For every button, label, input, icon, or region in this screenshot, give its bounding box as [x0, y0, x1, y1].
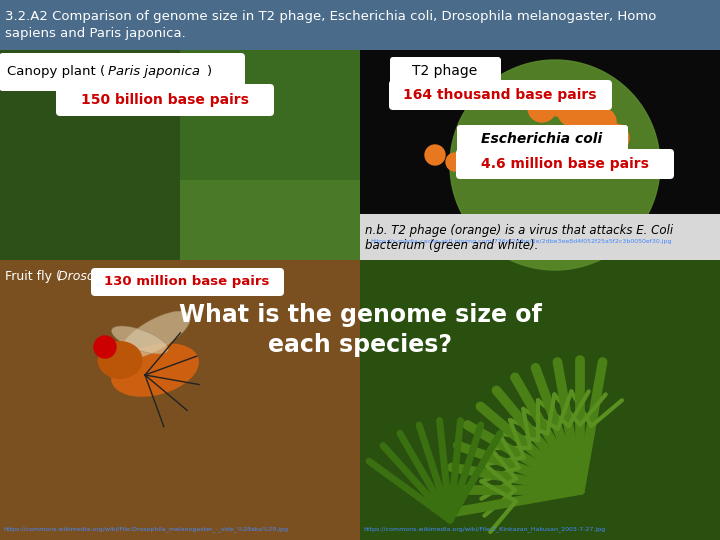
- FancyBboxPatch shape: [0, 0, 720, 50]
- Circle shape: [581, 94, 609, 122]
- FancyBboxPatch shape: [457, 125, 628, 153]
- Text: 3.2.A2 Comparison of genome size in T2 phage, Escherichia coli, Drosophila melan: 3.2.A2 Comparison of genome size in T2 p…: [5, 10, 657, 40]
- Circle shape: [568, 118, 596, 146]
- Circle shape: [425, 145, 445, 165]
- Circle shape: [446, 153, 464, 171]
- FancyBboxPatch shape: [360, 214, 720, 260]
- Text: n.b. T2 phage (orange) is a virus that attacks E. Coli
bacterium (green and whit: n.b. T2 phage (orange) is a virus that a…: [365, 224, 673, 252]
- Text: Escherichia coli: Escherichia coli: [482, 132, 603, 146]
- Text: ): ): [215, 270, 220, 283]
- FancyBboxPatch shape: [180, 180, 360, 260]
- FancyBboxPatch shape: [360, 260, 720, 540]
- Text: ): ): [207, 65, 212, 78]
- Text: 164 thousand base pairs: 164 thousand base pairs: [403, 88, 597, 102]
- Circle shape: [588, 108, 616, 136]
- Text: Drosophila melanogaster: Drosophila melanogaster: [58, 270, 215, 283]
- Circle shape: [528, 94, 556, 122]
- Text: 130 million base pairs: 130 million base pairs: [104, 275, 270, 288]
- Text: T2 phage: T2 phage: [413, 64, 477, 78]
- Text: Fruit fly (: Fruit fly (: [5, 270, 61, 283]
- FancyBboxPatch shape: [0, 50, 180, 260]
- Text: https://s-media-cache-ak0.pinimg.com/736x/2d/be/3e/2dbe3ee8d4f052f25a5f2c3b0050e: https://s-media-cache-ak0.pinimg.com/736…: [370, 239, 672, 244]
- Ellipse shape: [112, 326, 168, 354]
- Text: What is the genome size of
each species?: What is the genome size of each species?: [179, 303, 541, 357]
- Circle shape: [601, 124, 629, 152]
- FancyBboxPatch shape: [360, 50, 720, 260]
- FancyBboxPatch shape: [0, 53, 245, 91]
- FancyBboxPatch shape: [389, 80, 612, 110]
- FancyBboxPatch shape: [0, 260, 360, 540]
- FancyBboxPatch shape: [390, 57, 501, 85]
- Polygon shape: [450, 60, 660, 270]
- Text: 4.6 million base pairs: 4.6 million base pairs: [481, 157, 649, 171]
- FancyBboxPatch shape: [56, 84, 274, 116]
- Ellipse shape: [120, 311, 191, 359]
- Text: https://commons.wikimedia.org/wiki/File:2_Kinkazan_Hakusan_2003-7-27.jpg: https://commons.wikimedia.org/wiki/File:…: [363, 526, 605, 532]
- Ellipse shape: [111, 343, 199, 397]
- Text: Paris japonica: Paris japonica: [108, 65, 200, 78]
- Text: 150 billion base pairs: 150 billion base pairs: [81, 93, 249, 107]
- Circle shape: [94, 336, 116, 358]
- Circle shape: [558, 98, 586, 126]
- Circle shape: [544, 88, 572, 116]
- FancyBboxPatch shape: [456, 149, 674, 179]
- Ellipse shape: [97, 341, 143, 379]
- FancyBboxPatch shape: [91, 268, 284, 296]
- FancyBboxPatch shape: [0, 50, 360, 260]
- Text: https://commons.wikimedia.org/wiki/File:Drosophila_melanogaster_-_side_%28aka%29: https://commons.wikimedia.org/wiki/File:…: [3, 526, 288, 532]
- Text: Canopy plant (: Canopy plant (: [7, 65, 105, 78]
